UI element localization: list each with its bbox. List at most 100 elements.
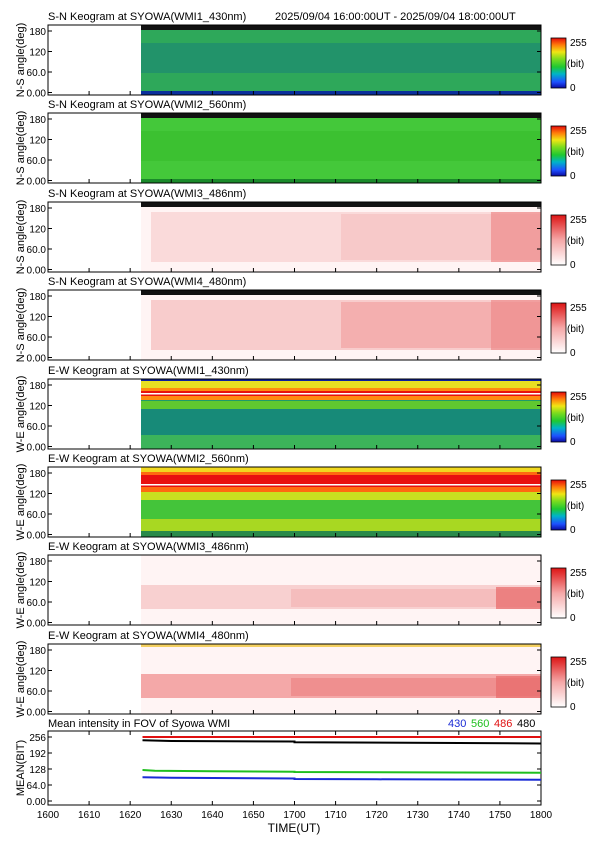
line-y-tick-label: 128	[29, 765, 46, 776]
colorbar: 255 (bit) 0	[550, 479, 587, 536]
y-tick-label: 120	[29, 225, 46, 236]
colorbar-max: 255	[570, 568, 587, 579]
keogram-panel: S-N Keogram at SYOWA(WMI3_486nm) N-S angl…	[15, 188, 587, 277]
line-y-tick-label: 192	[29, 749, 46, 760]
colorbar-gradient	[550, 479, 567, 531]
x-tick-label: 1750	[489, 810, 512, 821]
colorbar: 255 (bit) 0	[550, 37, 587, 94]
line-y-tick-label: 256	[29, 733, 46, 744]
colorbar-unit: (bit)	[567, 59, 584, 70]
y-tick-label: 0.00	[27, 354, 47, 365]
panel-title: S-N Keogram at SYOWA(WMI3_486nm)	[48, 188, 246, 200]
panel-title: E-W Keogram at SYOWA(WMI4_480nm)	[48, 630, 249, 642]
y-tick-label: 0.00	[27, 89, 47, 100]
colorbar-gradient	[550, 656, 567, 708]
colorbar: 255 (bit) 0	[550, 567, 587, 624]
y-tick-label: 0.00	[27, 443, 47, 454]
x-tick-label: 1610	[78, 810, 101, 821]
y-axis-label: W-E angle(deg)	[15, 464, 27, 541]
keogram-panels: S-N Keogram at SYOWA(WMI1_430nm) 2025/09/…	[15, 11, 587, 719]
y-tick-label: 120	[29, 578, 46, 589]
colorbar-max: 255	[570, 657, 587, 668]
y-tick-label: 60.0	[27, 510, 47, 521]
y-tick-label: 180	[29, 292, 46, 303]
colorbar-gradient	[550, 214, 567, 266]
colorbar-max: 255	[570, 303, 587, 314]
colorbar-min: 0	[570, 702, 576, 713]
panel-title: S-N Keogram at SYOWA(WMI2_560nm)	[48, 99, 246, 111]
keogram-image	[141, 290, 541, 360]
keogram-panel: E-W Keogram at SYOWA(WMI2_560nm) W-E angl…	[15, 453, 587, 542]
keogram-panel: S-N Keogram at SYOWA(WMI4_480nm) N-S angl…	[15, 276, 587, 365]
x-tick-label: 1700	[283, 810, 306, 821]
colorbar-gradient	[550, 302, 567, 354]
y-tick-label: 180	[29, 469, 46, 480]
line-y-axis: 256 192 128 64.0 0.00	[27, 733, 541, 808]
colorbar-unit: (bit)	[567, 147, 584, 158]
legend-label-480: 480	[517, 718, 535, 730]
line-y-tick-label: 0.00	[27, 797, 47, 808]
series-line-480	[142, 739, 542, 745]
y-tick-label: 0.00	[27, 531, 47, 542]
y-tick-label: 120	[29, 313, 46, 324]
colorbar: 255 (bit) 0	[550, 391, 587, 448]
colorbar-unit: (bit)	[567, 236, 584, 247]
y-tick-label: 120	[29, 667, 46, 678]
keogram-image	[141, 555, 541, 625]
keogram-panel: E-W Keogram at SYOWA(WMI4_480nm) W-E angl…	[15, 630, 587, 719]
keogram-image	[141, 644, 541, 714]
keogram-image	[141, 467, 541, 537]
y-tick-label: 60.0	[27, 422, 47, 433]
y-tick-label: 60.0	[27, 68, 47, 79]
x-tick-label: 1800	[530, 810, 553, 821]
colorbar: 255 (bit) 0	[550, 656, 587, 713]
y-axis-label: W-E angle(deg)	[15, 641, 27, 718]
y-tick-label: 180	[29, 115, 46, 126]
y-axis-label: W-E angle(deg)	[15, 552, 27, 629]
colorbar-max: 255	[570, 215, 587, 226]
y-tick-label: 60.0	[27, 333, 47, 344]
y-tick-label: 120	[29, 402, 46, 413]
colorbar-unit: (bit)	[567, 413, 584, 424]
x-tick-label: 1600	[37, 810, 60, 821]
series-line-430	[142, 776, 542, 781]
y-tick-label: 180	[29, 557, 46, 568]
keogram-image	[141, 202, 541, 272]
colorbar-unit: (bit)	[567, 678, 584, 689]
y-tick-label: 120	[29, 490, 46, 501]
x-axis-label: TIME(UT)	[268, 821, 321, 835]
colorbar-unit: (bit)	[567, 324, 584, 335]
colorbar-gradient	[550, 391, 567, 443]
line-y-tick-label: 64.0	[27, 781, 47, 792]
colorbar-min: 0	[570, 437, 576, 448]
y-axis-label: N-S angle(deg)	[15, 200, 27, 275]
colorbar-max: 255	[570, 126, 587, 137]
date-range: 2025/09/04 16:00:00UT - 2025/09/04 18:00…	[275, 11, 516, 23]
x-tick-label: 1730	[407, 810, 430, 821]
y-tick-label: 60.0	[27, 156, 47, 167]
y-axis-label: N-S angle(deg)	[15, 288, 27, 363]
line-chart-title: Mean intensity in FOV of Syowa WMI	[48, 718, 230, 730]
y-axis-label: N-S angle(deg)	[15, 23, 27, 98]
y-axis-label: W-E angle(deg)	[15, 376, 27, 453]
x-tick-label: 1740	[448, 810, 471, 821]
line-series-group	[142, 736, 542, 781]
series-line-560	[142, 769, 542, 774]
colorbar-gradient	[550, 37, 567, 89]
line-y-label: MEAN(BIT)	[15, 740, 27, 796]
y-tick-label: 180	[29, 381, 46, 392]
colorbar-min: 0	[570, 171, 576, 182]
panel-title: E-W Keogram at SYOWA(WMI2_560nm)	[48, 453, 249, 465]
y-tick-label: 0.00	[27, 177, 47, 188]
x-tick-label: 1710	[324, 810, 347, 821]
y-tick-label: 120	[29, 48, 46, 59]
y-tick-label: 180	[29, 646, 46, 657]
colorbar-gradient	[550, 125, 567, 177]
y-tick-label: 180	[29, 204, 46, 215]
panel-title: S-N Keogram at SYOWA(WMI1_430nm)	[48, 11, 246, 23]
panel-title: S-N Keogram at SYOWA(WMI4_480nm)	[48, 276, 246, 288]
y-tick-label: 60.0	[27, 245, 47, 256]
colorbar-min: 0	[570, 83, 576, 94]
colorbar-min: 0	[570, 260, 576, 271]
